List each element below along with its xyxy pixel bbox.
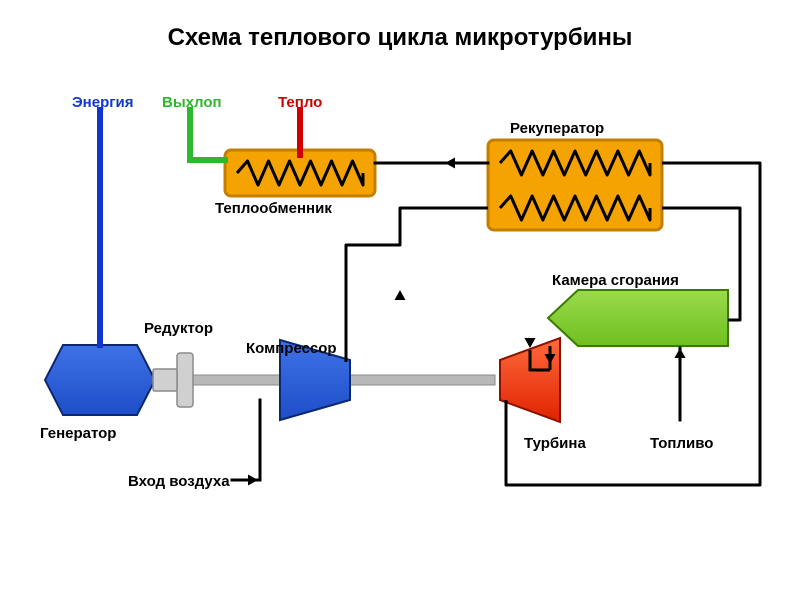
label-generator: Генератор bbox=[40, 425, 116, 442]
label-energy: Энергия bbox=[72, 94, 133, 111]
reducer-icon bbox=[177, 353, 193, 407]
label-air-inlet: Вход воздуха bbox=[128, 473, 230, 490]
diagram-canvas bbox=[0, 0, 800, 600]
label-reducer: Редуктор bbox=[144, 320, 213, 337]
label-compressor: Компрессор bbox=[246, 340, 337, 357]
label-recuperator: Рекуператор bbox=[510, 120, 604, 137]
label-heat-exchanger: Теплообменник bbox=[215, 200, 332, 217]
label-exhaust: Выхлоп bbox=[162, 94, 222, 111]
label-turbine: Турбина bbox=[524, 435, 586, 452]
label-combustor: Камера сгорания bbox=[552, 272, 679, 289]
generator-icon bbox=[45, 345, 155, 415]
combustor-icon bbox=[548, 290, 728, 346]
label-heat: Тепло bbox=[278, 94, 322, 111]
label-fuel: Топливо bbox=[650, 435, 713, 452]
